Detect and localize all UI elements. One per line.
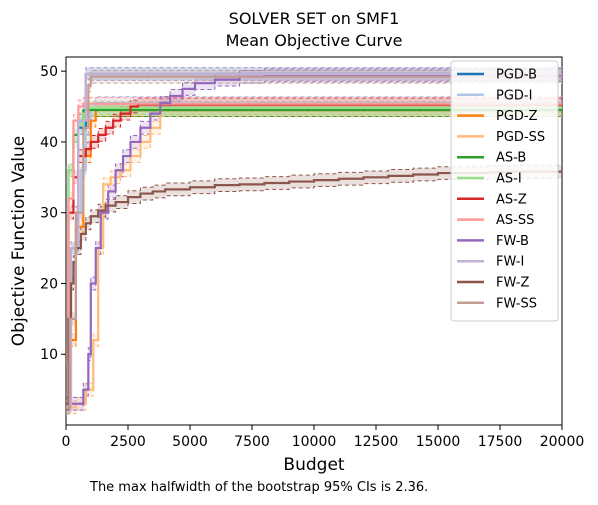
y-tick-label: 10 bbox=[40, 347, 58, 363]
x-axis-label: Budget bbox=[283, 455, 344, 475]
x-tick-label: 2500 bbox=[110, 434, 146, 450]
legend-label-as-z: AS-Z bbox=[496, 192, 527, 207]
x-tick-label: 12500 bbox=[354, 434, 399, 450]
x-tick-label: 17500 bbox=[478, 434, 523, 450]
y-tick-label: 20 bbox=[40, 276, 58, 292]
chart-subtitle: Mean Objective Curve bbox=[226, 31, 403, 50]
legend-label-fw-b: FW-B bbox=[496, 234, 529, 249]
legend-label-pgd-b: PGD-B bbox=[496, 68, 537, 83]
legend-label-pgd-ss: PGD-SS bbox=[496, 130, 545, 145]
legend-label-as-b: AS-B bbox=[496, 151, 526, 166]
legend-box bbox=[450, 60, 559, 322]
y-tick-label: 50 bbox=[40, 64, 58, 80]
x-tick-label: 15000 bbox=[416, 434, 461, 450]
legend-label-as-ss: AS-SS bbox=[496, 213, 534, 228]
legend-label-as-i: AS-I bbox=[496, 172, 522, 187]
legend-label-fw-ss: FW-SS bbox=[496, 296, 537, 311]
x-tick-label: 20000 bbox=[540, 434, 585, 450]
ci-band-as-z bbox=[66, 98, 562, 361]
series-lines bbox=[66, 72, 564, 409]
legend-label-pgd-z: PGD-Z bbox=[496, 109, 538, 124]
series-line-fw-z bbox=[66, 170, 562, 405]
series-line-fw-b bbox=[66, 74, 564, 405]
y-axis-label: Objective Function Value bbox=[9, 136, 29, 346]
series-line-fw-ss bbox=[66, 75, 562, 409]
x-tick-label: 10000 bbox=[292, 434, 337, 450]
x-tick-label: 7500 bbox=[234, 434, 270, 450]
y-tick-label: 30 bbox=[40, 206, 58, 222]
legend: PGD-B PGD-I PGD-Z PGD-SS AS-B AS-I AS-Z AS-SS FW… bbox=[450, 60, 559, 322]
ci-lower-fw-b bbox=[66, 81, 563, 411]
series-line-as-ss bbox=[66, 102, 562, 356]
x-axis-ticks: 0 2500 5000 7500 10000 12500 15000 17500 20000 bbox=[62, 425, 585, 450]
footer-note: The max halfwidth of the bootstrap 95% C… bbox=[90, 480, 429, 495]
x-tick-label: 5000 bbox=[172, 434, 208, 450]
y-tick-label: 40 bbox=[40, 135, 58, 151]
legend-label-fw-z: FW-Z bbox=[496, 276, 529, 291]
chart-title: SOLVER SET on SMF1 bbox=[229, 9, 400, 28]
legend-label-fw-i: FW-I bbox=[496, 255, 524, 270]
legend-label-pgd-i: PGD-I bbox=[496, 88, 532, 103]
series-line-pgd-ss bbox=[66, 108, 562, 409]
y-axis-ticks: 10 20 30 40 50 bbox=[40, 64, 66, 363]
series-line-fw-i bbox=[66, 72, 562, 409]
x-tick-label: 0 bbox=[62, 434, 71, 450]
plot-area bbox=[65, 56, 564, 426]
